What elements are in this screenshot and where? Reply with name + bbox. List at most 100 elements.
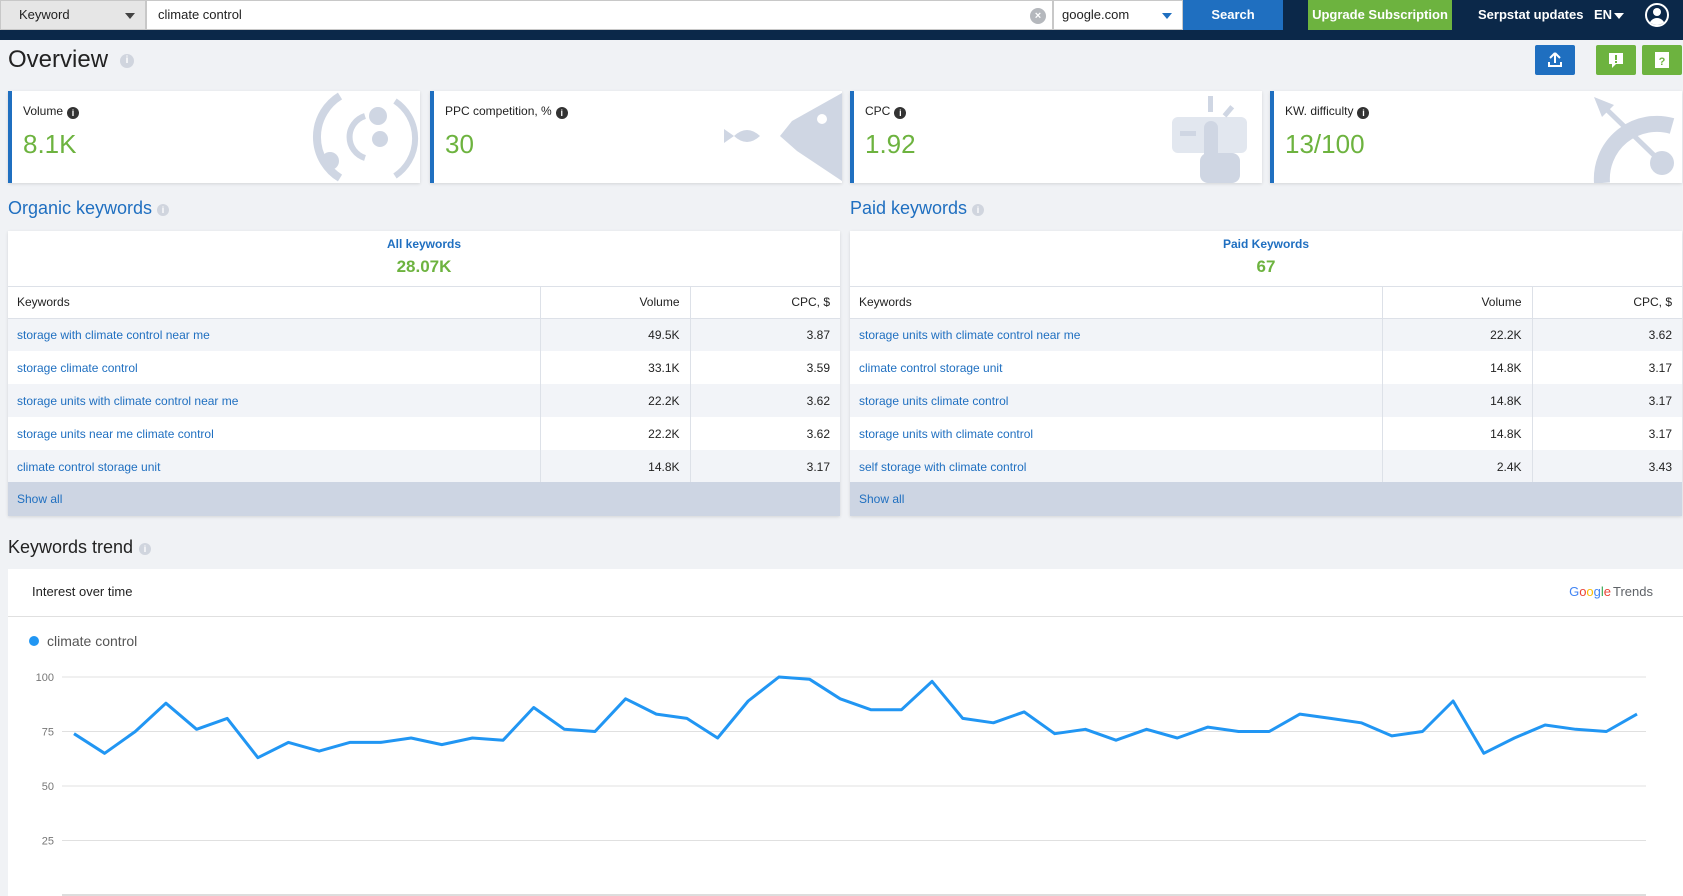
volume-cell: 14.8K xyxy=(1382,384,1533,417)
cpc-cell: 3.43 xyxy=(1532,450,1682,483)
keyword-link[interactable]: storage units with climate control near … xyxy=(8,384,541,417)
table-header-row: Keywords Volume CPC, $ xyxy=(8,287,840,319)
table-row: storage units climate control 14.8K 3.17 xyxy=(850,384,1682,417)
keyword-link[interactable]: storage climate control xyxy=(8,351,541,384)
cpc-cell: 3.87 xyxy=(690,318,840,351)
kpi-label: Volume i xyxy=(23,104,80,119)
trend-chart: 25 50 75 100 xyxy=(36,672,1646,896)
keyword-link[interactable]: climate control storage unit xyxy=(8,450,541,483)
info-icon[interactable]: i xyxy=(1357,107,1370,119)
keyword-link[interactable]: storage units with climate control near … xyxy=(850,318,1383,351)
cpc-cell: 3.17 xyxy=(1532,384,1682,417)
info-icon[interactable]: i xyxy=(67,107,80,119)
chevron-down-icon xyxy=(125,13,135,19)
column-header[interactable]: CPC, $ xyxy=(690,287,840,319)
google-wordmark: Google xyxy=(1569,584,1612,599)
kpi-card-ppc-competition: PPC competition, % i 30 xyxy=(430,91,842,183)
organic-summary-label[interactable]: All keywords xyxy=(386,237,462,251)
keyword-link[interactable]: storage units with climate control xyxy=(850,417,1383,450)
info-icon[interactable]: i xyxy=(555,107,568,119)
keyword-link[interactable]: storage with climate control near me xyxy=(8,318,541,351)
trend-header: Interest over time Google Trends xyxy=(8,569,1683,617)
info-icon[interactable]: i xyxy=(139,543,151,555)
kpi-card-cpc: CPC i 1.92 xyxy=(850,91,1262,183)
volume-cell: 14.8K xyxy=(1382,417,1533,450)
search-engine-select[interactable]: google.com xyxy=(1053,0,1183,30)
search-engine-label: google.com xyxy=(1062,7,1130,22)
volume-cell: 2.4K xyxy=(1382,450,1533,483)
table-row: storage with climate control near me 49.… xyxy=(8,318,840,351)
cpc-cell: 3.17 xyxy=(690,450,840,483)
keyword-link[interactable]: storage units near me climate control xyxy=(8,417,541,450)
column-header[interactable]: Volume xyxy=(1382,287,1533,319)
organic-summary: All keywords 28.07K xyxy=(8,231,840,287)
table-row: storage units with climate control 14.8K… xyxy=(850,417,1682,450)
keyword-link[interactable]: self storage with climate control xyxy=(850,450,1383,483)
serpstat-updates-link[interactable]: Serpstat updates xyxy=(1478,7,1584,22)
page-title: Overview xyxy=(8,46,109,73)
legend-dot xyxy=(29,636,39,646)
table-row: storage units with climate control near … xyxy=(8,384,840,417)
table-row: climate control storage unit 14.8K 3.17 xyxy=(8,450,840,483)
volume-cell: 22.2K xyxy=(1382,318,1533,351)
upgrade-subscription-button[interactable]: Upgrade Subscription xyxy=(1308,0,1452,30)
info-icon[interactable]: i xyxy=(972,204,984,216)
volume-cell: 49.5K xyxy=(540,318,691,351)
click-hand-icon xyxy=(1172,96,1247,183)
kpi-label: PPC competition, % i xyxy=(445,104,568,119)
search-type-label: Keyword xyxy=(19,7,70,22)
table-row: storage units near me climate control 22… xyxy=(8,417,840,450)
cpc-cell: 3.17 xyxy=(1648,360,1672,375)
column-header[interactable]: Volume xyxy=(540,287,691,319)
column-header[interactable]: Keywords xyxy=(8,287,541,319)
info-icon[interactable]: i xyxy=(120,54,134,68)
column-header[interactable]: CPC, $ xyxy=(1532,287,1682,319)
kpi-value: 1.92 xyxy=(865,129,916,159)
volume-cell: 14.8K xyxy=(1382,351,1533,384)
table-row: self storage with climate control 2.4K 3… xyxy=(850,450,1682,483)
trend-panel: Interest over time Google Trends climate … xyxy=(8,569,1683,896)
keyword-link[interactable]: climate control storage unit xyxy=(850,351,1383,384)
show-all-button[interactable]: Show all xyxy=(8,482,840,516)
search-query: climate control xyxy=(158,7,242,22)
language-select[interactable]: EN xyxy=(1594,0,1625,30)
cpc-cell: 3.59 xyxy=(806,360,830,375)
paid-summary-label[interactable]: Paid Keywords xyxy=(1222,237,1310,251)
keyword-link[interactable]: storage units climate control xyxy=(850,384,1383,417)
organic-keywords-panel: All keywords 28.07K Keywords Volume CPC,… xyxy=(8,231,840,516)
chevron-down-icon xyxy=(1614,12,1625,19)
search-input[interactable]: climate control × xyxy=(146,0,1053,30)
search-type-select[interactable]: Keyword xyxy=(0,0,146,30)
volume-cell: 14.8K xyxy=(540,450,691,483)
target-arrow-icon xyxy=(1593,97,1675,183)
user-avatar-icon[interactable] xyxy=(1645,3,1669,27)
cpc-cell: 3.62 xyxy=(806,426,830,441)
keywords-trend-title: Keywords trend xyxy=(8,537,134,557)
help-book-icon: ? xyxy=(1655,52,1669,68)
trend-panel-title: Interest over time xyxy=(32,584,133,599)
language-label: EN xyxy=(1594,7,1613,22)
column-header[interactable]: Keywords xyxy=(850,287,1383,319)
export-button[interactable] xyxy=(1535,45,1575,75)
svg-text:?: ? xyxy=(1659,56,1666,68)
search-button[interactable]: Search xyxy=(1183,0,1283,30)
paid-keywords-table: Keywords Volume CPC, $ storage units wit… xyxy=(850,287,1682,483)
y-tick-label: 25 xyxy=(42,836,54,848)
series-line-climate-control[interactable] xyxy=(73,675,1638,760)
kpi-value: 13/100 xyxy=(1285,129,1365,159)
organic-keywords-title[interactable]: Organic keywords xyxy=(8,198,153,218)
cpc-cell: 3.62 xyxy=(690,384,840,417)
info-icon[interactable]: i xyxy=(157,204,169,216)
kpi-value: 8.1K xyxy=(23,129,77,159)
help-button[interactable]: ? xyxy=(1642,45,1682,75)
organic-keywords-table: Keywords Volume CPC, $ storage with clim… xyxy=(8,287,840,483)
info-icon[interactable]: i xyxy=(894,107,907,119)
paid-keywords-panel: Paid Keywords 67 Keywords Volume CPC, $ … xyxy=(850,231,1682,516)
paid-summary: Paid Keywords 67 xyxy=(850,231,1682,287)
paid-keywords-title[interactable]: Paid keywords xyxy=(850,198,968,218)
feedback-button[interactable] xyxy=(1596,45,1636,75)
google-trends-logo[interactable]: Google Trends xyxy=(1569,584,1653,599)
show-all-button[interactable]: Show all xyxy=(850,482,1682,516)
chart-legend: climate control xyxy=(29,633,137,649)
clear-icon[interactable]: × xyxy=(1030,8,1046,24)
